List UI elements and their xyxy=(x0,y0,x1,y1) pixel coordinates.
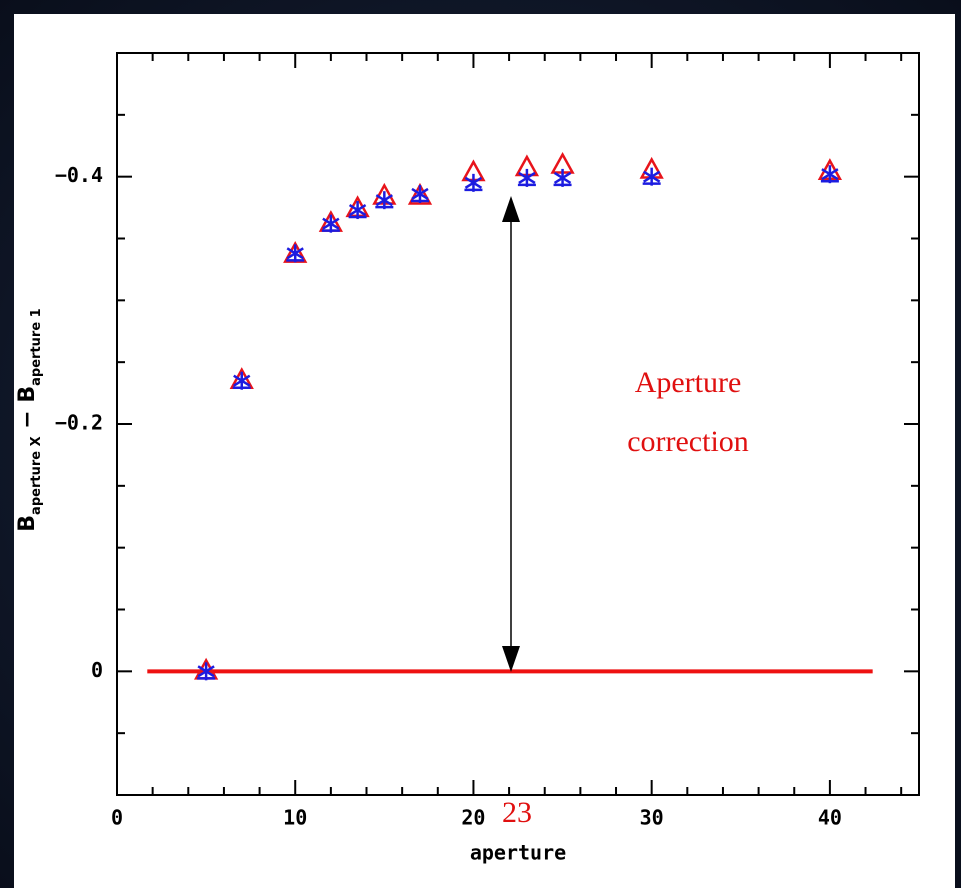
point xyxy=(820,165,839,184)
asterisk-stroke xyxy=(411,187,429,201)
point xyxy=(410,184,429,203)
arrow-head xyxy=(502,196,520,222)
asterisk-stroke xyxy=(643,170,661,183)
point xyxy=(348,201,367,220)
y-label-part: B xyxy=(15,515,40,532)
point xyxy=(464,173,483,192)
point xyxy=(286,244,305,263)
y-tick-label: 0 xyxy=(91,658,103,682)
y-tick-label: −0.2 xyxy=(55,411,103,435)
y-label-part: aperture X xyxy=(29,436,44,515)
plot: 0 10 20 30 40 −0.4 −0.2 0 xyxy=(55,52,919,830)
x-tick-label: 10 xyxy=(283,806,307,830)
x-tick-label: 0 xyxy=(111,806,123,830)
asterisk-stroke xyxy=(375,194,393,207)
y-label-part: B xyxy=(15,386,40,403)
annotation: correction xyxy=(627,425,749,458)
asterisk-stroke xyxy=(233,374,251,387)
arrow-head xyxy=(502,646,520,672)
y-tick-label: −0.4 xyxy=(55,163,103,187)
asterisk-stroke xyxy=(348,203,367,217)
y-label-part: aperture 1 xyxy=(29,308,44,386)
point xyxy=(407,182,433,205)
y-axis-label: Baperture X − Baperture 1 xyxy=(15,308,44,531)
asterisk-stroke xyxy=(286,247,304,260)
y-label-part: − xyxy=(15,403,40,437)
asterisk-stroke xyxy=(821,168,839,181)
annotation: Aperture xyxy=(635,366,742,399)
point xyxy=(197,662,216,681)
panel xyxy=(14,14,955,888)
point xyxy=(553,168,572,187)
triangle-shape xyxy=(407,182,433,205)
point xyxy=(375,191,394,210)
annotation-marker: 23 xyxy=(502,796,532,829)
asterisk-stroke xyxy=(197,665,215,678)
asterisk-stroke xyxy=(322,217,340,230)
point xyxy=(517,168,536,187)
x-tick-label: 20 xyxy=(461,806,485,830)
asterisk-stroke xyxy=(553,171,572,184)
point xyxy=(232,371,251,390)
x-tick-label: 40 xyxy=(818,806,842,830)
point xyxy=(642,167,661,186)
x-tick-label: 30 xyxy=(640,806,664,830)
asterisk-stroke xyxy=(518,171,536,184)
asterisk-stroke xyxy=(464,176,483,189)
point xyxy=(321,214,340,233)
x-axis-label: aperture xyxy=(470,841,566,865)
